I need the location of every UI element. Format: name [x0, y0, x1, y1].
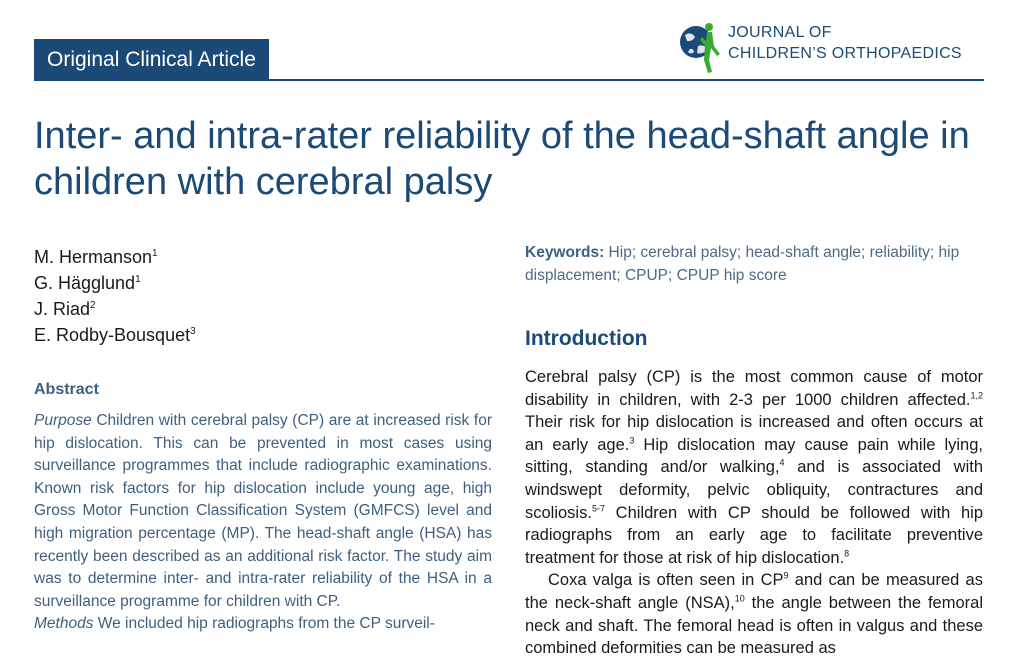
purpose-label: Purpose: [34, 412, 92, 429]
text-run: Cerebral palsy (CP) is the most common c…: [525, 368, 983, 409]
journal-name: JOURNAL OF CHILDREN’S ORTHOPAEDICS: [728, 22, 962, 64]
methods-text: We included hip radiographs from the CP …: [93, 615, 435, 633]
journal-name-line1: JOURNAL OF: [728, 24, 832, 41]
article-title: Inter- and intra-rater reliability of th…: [34, 115, 970, 203]
citation-ref: 8: [844, 548, 850, 559]
abstract-body: Purpose Children with cerebral palsy (CP…: [34, 410, 492, 636]
introduction-heading: Introduction: [525, 327, 648, 350]
keywords-text: Hip; cerebral palsy; head-shaft angle; r…: [525, 244, 960, 284]
citation-ref: 3: [629, 435, 635, 446]
journal-logo: JOURNAL OF CHILDREN’S ORTHOPAEDICS: [676, 16, 988, 76]
globe-child-logo-icon: [680, 23, 720, 73]
author-affiliation: 3: [190, 326, 196, 337]
text-run: the angle between the femoral neck and s…: [525, 593, 983, 658]
citation-ref: 5-7: [591, 503, 605, 514]
header-rule: [34, 79, 984, 81]
author-list: M. Hermanson1 G. Hägglund1 J. Riad2 E. R…: [34, 244, 196, 348]
author-affiliation: 2: [90, 300, 96, 311]
author-name: J. Riad: [34, 299, 91, 319]
citation-ref: 1,2: [970, 390, 983, 401]
text-run: Their risk for hip dislocation is increa…: [525, 413, 983, 454]
author-name: E. Rodby-Bousquet: [34, 325, 191, 345]
introduction-body: Cerebral palsy (CP) is the most common c…: [525, 366, 983, 660]
text-run: and can be measured as the neck-shaft an…: [525, 571, 983, 612]
citation-ref: 9: [783, 570, 789, 581]
author-affiliation: 1: [152, 248, 158, 259]
introduction-paragraph-1: Cerebral palsy (CP) is the most common c…: [525, 366, 983, 569]
introduction-paragraph-2: Coxa valga is often seen in CP9 and can …: [525, 569, 983, 659]
author: E. Rodby-Bousquet3: [34, 322, 196, 348]
text-run: Coxa valga is often seen in CP: [548, 571, 784, 590]
author: J. Riad2: [34, 296, 196, 322]
methods-label: Methods: [34, 615, 94, 633]
text-run: Children with CP should be followed with…: [525, 503, 983, 567]
author: G. Hägglund1: [34, 270, 196, 296]
article-type-badge: Original Clinical Article: [34, 39, 269, 81]
author-affiliation: 1: [135, 274, 141, 285]
citation-ref: 4: [779, 457, 785, 468]
text-run: and is associated with windswept deformi…: [525, 458, 983, 522]
abstract-heading: Abstract: [34, 381, 99, 398]
author-name: G. Hägglund: [34, 273, 136, 293]
keywords: Keywords: Hip; cerebral palsy; head-shaf…: [525, 242, 985, 287]
author: M. Hermanson1: [34, 244, 196, 270]
text-run: Hip dislocation may cause pain while lyi…: [525, 435, 983, 477]
author-name: M. Hermanson: [34, 247, 153, 267]
journal-name-line2: CHILDREN’S ORTHOPAEDICS: [728, 45, 962, 62]
citation-ref: 10: [734, 593, 745, 604]
keywords-label: Keywords:: [525, 244, 605, 261]
purpose-text: Children with cerebral palsy (CP) are at…: [34, 412, 492, 610]
